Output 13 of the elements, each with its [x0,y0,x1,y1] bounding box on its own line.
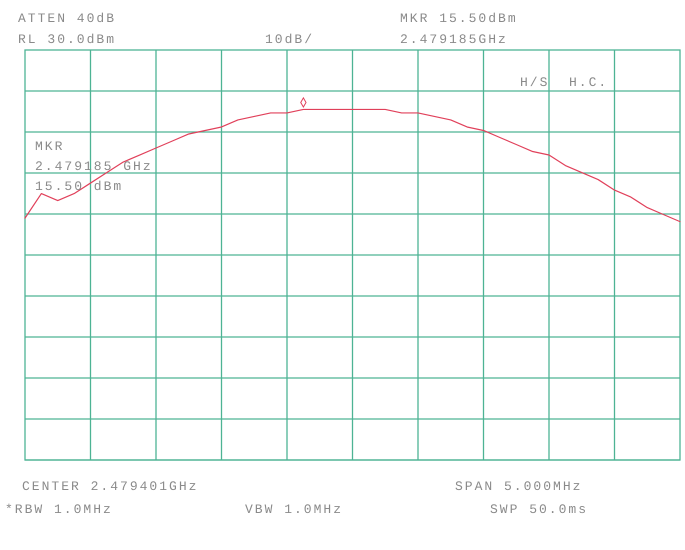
annotation: MKR [35,139,64,154]
text: CENTER 2.479401GHz [22,479,198,494]
text: *RBW 1.0MHz [5,502,113,517]
annotation: 15.50 dBm [35,179,124,194]
text: VBW 1.0MHz [245,502,344,517]
text: 2.479185GHz [400,32,508,47]
text: MKR 15.50dBm [400,11,518,26]
text: ATTEN 40dB [18,11,116,26]
text: 10dB/ [265,32,314,47]
text: SPAN 5.000MHz [455,479,582,494]
text: RL 30.0dBm [18,32,116,47]
text: SWP 50.0ms [490,502,588,517]
text: H/S H.C. [520,75,608,90]
